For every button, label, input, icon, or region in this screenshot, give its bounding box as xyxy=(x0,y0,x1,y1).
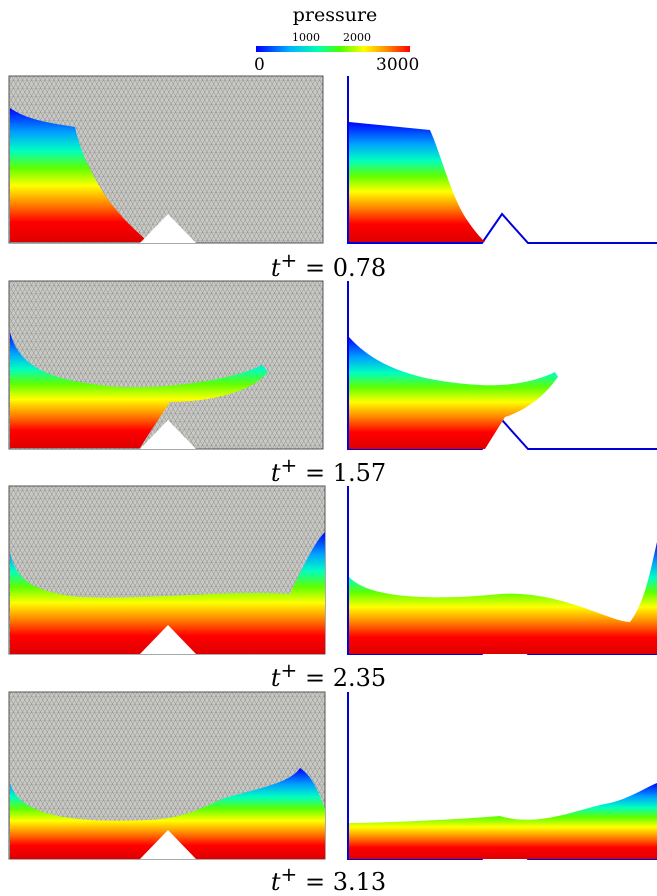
mesh-panel-1 xyxy=(8,75,324,244)
caption-var: t xyxy=(270,664,281,692)
caption-value: 1.57 xyxy=(332,459,387,487)
caption-sup: + xyxy=(280,658,298,682)
caption-frame-2: t+ = 1.57 xyxy=(0,453,657,487)
caption-sup: + xyxy=(280,862,298,886)
caption-eq: = xyxy=(304,868,326,896)
caption-var: t xyxy=(270,459,281,487)
caption-eq: = xyxy=(304,459,326,487)
particle-panel-3 xyxy=(347,486,657,655)
caption-frame-1: t+ = 0.78 xyxy=(0,248,657,282)
mesh-panel-4 xyxy=(8,691,326,860)
caption-value: 3.13 xyxy=(332,868,387,896)
particle-panel-2 xyxy=(347,281,657,450)
caption-value: 0.78 xyxy=(332,254,387,282)
caption-sup: + xyxy=(280,248,298,272)
caption-frame-4: t+ = 3.13 xyxy=(0,862,657,896)
caption-var: t xyxy=(270,254,281,282)
legend-colorbar xyxy=(256,46,410,52)
pressure-legend: pressure 1000 2000 0 3000 xyxy=(240,0,430,80)
caption-var: t xyxy=(270,868,281,896)
mesh-panel-2 xyxy=(8,280,324,450)
snapshot-frame-4 xyxy=(8,691,657,860)
caption-eq: = xyxy=(304,664,326,692)
caption-eq: = xyxy=(304,254,326,282)
caption-value: 2.35 xyxy=(332,664,387,692)
legend-tick-2000: 2000 xyxy=(343,31,371,44)
particle-panel-1 xyxy=(347,76,657,244)
caption-sup: + xyxy=(280,453,298,477)
legend-title: pressure xyxy=(292,4,378,26)
legend-tick-1000: 1000 xyxy=(292,31,320,44)
caption-frame-3: t+ = 2.35 xyxy=(0,658,657,692)
mesh-panel-3 xyxy=(8,485,326,655)
legend-tick-min: 0 xyxy=(254,55,265,75)
snapshot-frame-2 xyxy=(8,280,657,450)
snapshot-frame-3 xyxy=(8,485,657,655)
particle-panel-4 xyxy=(347,692,657,860)
legend-tick-max: 3000 xyxy=(376,55,420,75)
snapshot-frame-1 xyxy=(8,75,657,244)
